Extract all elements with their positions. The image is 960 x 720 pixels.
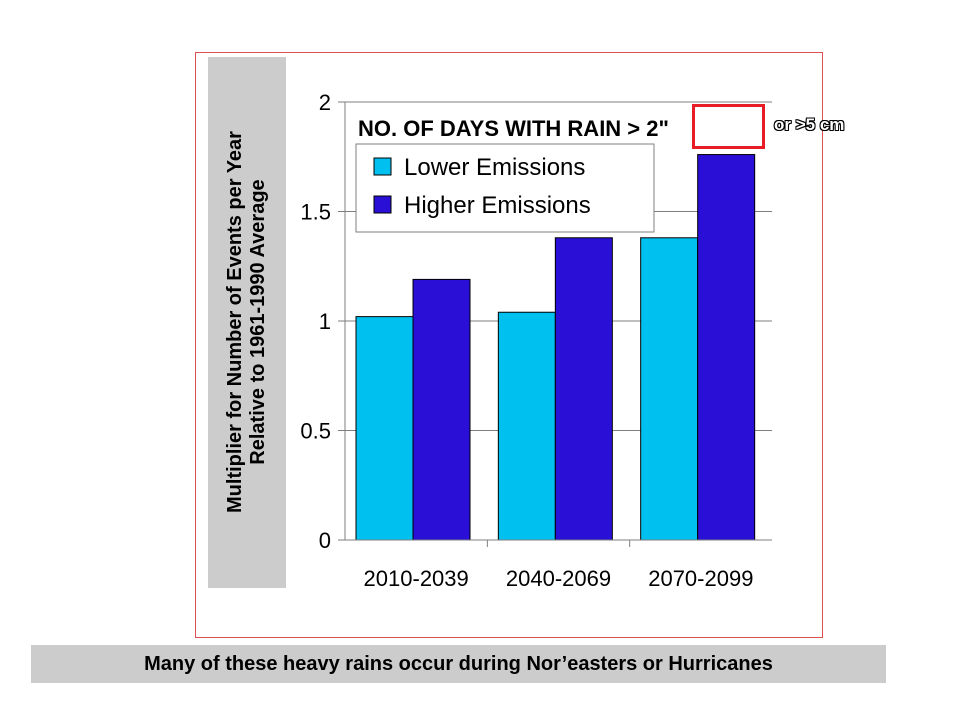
legend-label-1: Higher Emissions bbox=[404, 192, 591, 219]
legend: Lower Emissions Higher Emissions bbox=[355, 143, 655, 233]
bar-higher-emissions-2010-2039 bbox=[412, 278, 471, 541]
bar-lower-emissions-2070-2099 bbox=[640, 237, 699, 541]
chart-frame bbox=[195, 52, 823, 638]
bars bbox=[355, 154, 756, 541]
bar-higher-emissions-2070-2099 bbox=[697, 154, 756, 541]
axes bbox=[338, 101, 772, 547]
y-tick-label-3: 1.5 bbox=[300, 200, 331, 225]
legend-swatch-0 bbox=[373, 157, 392, 176]
bar-lower-emissions-2010-2039 bbox=[355, 316, 414, 541]
metric-conversion-annotation: or >5 cm bbox=[774, 115, 845, 134]
y-tick-label-2: 1 bbox=[319, 309, 331, 334]
y-axis-label-box bbox=[208, 57, 286, 588]
caption-bar: Many of these heavy rains occur during N… bbox=[31, 645, 886, 683]
bar-lower-emissions-2040-2069 bbox=[497, 311, 556, 541]
threshold-highlight-box bbox=[692, 104, 765, 149]
x-tick-label-1: 2040-2069 bbox=[506, 566, 611, 591]
legend-box bbox=[355, 143, 655, 233]
y-tick-label-0: 0 bbox=[319, 528, 331, 553]
y-tick-label-4: 2 bbox=[319, 90, 331, 115]
caption-text: Many of these heavy rains occur during N… bbox=[144, 652, 773, 675]
legend-swatch-1 bbox=[373, 195, 392, 214]
legend-label-0: Lower Emissions bbox=[404, 154, 585, 181]
tick-labels: 0 0.5 1 1.5 2 2010-2039 2040-2069 2070-2099 bbox=[300, 90, 753, 591]
chart-title: NO. OF DAYS WITH RAIN > 2" bbox=[358, 116, 669, 141]
y-tick-label-1: 0.5 bbox=[300, 419, 331, 444]
bar-higher-emissions-2040-2069 bbox=[554, 237, 613, 541]
x-tick-label-0: 2010-2039 bbox=[364, 566, 469, 591]
x-tick-label-2: 2070-2099 bbox=[648, 566, 753, 591]
